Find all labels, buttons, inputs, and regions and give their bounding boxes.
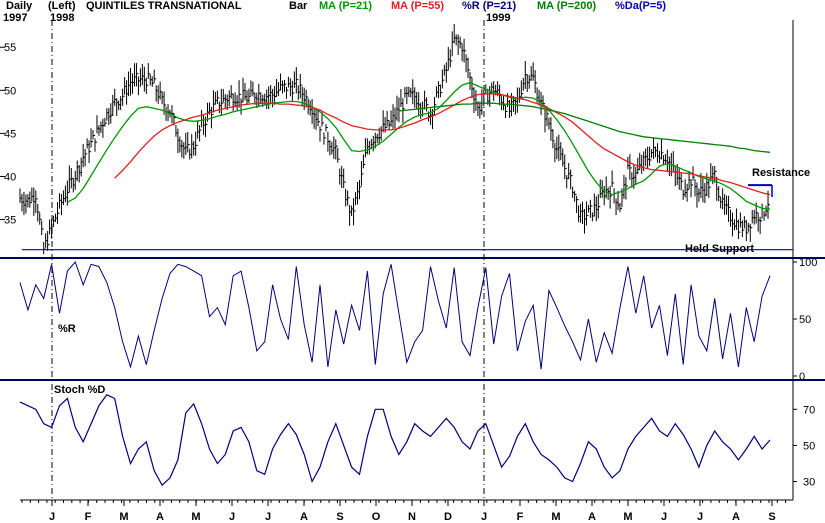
month-tick-label: M [191,511,200,523]
month-tick-label: S [768,511,775,523]
stoch-y-tick-label: 50 [803,440,815,452]
month-tick-label: S [336,511,343,523]
ma55-line [114,93,771,196]
header-start-year: 1997 [3,12,28,24]
price-y-tick-label: 40 [4,171,16,183]
price-y-tick-label: 55 [4,42,16,54]
pctR-y-tick-label: 100 [799,257,817,269]
month-tick-label: F [85,511,92,523]
month-tick-label: J [49,511,55,523]
header-period: Daily [6,0,33,12]
header-scale: (Left) [48,0,76,12]
price-y-tick-label: 50 [4,85,16,97]
legend-ma21: MA (P=21) [319,0,373,12]
legend-pctR: %R (P=21) [462,0,517,12]
month-tick-label: J [265,511,271,523]
month-tick-label: D [444,511,452,523]
stoch-y-tick-label: 70 [803,404,815,416]
stoch-y-tick-label: 30 [803,477,815,489]
chart-title: QUINTILES TRANSNATIONAL [86,0,242,12]
month-tick-label: O [372,511,381,523]
support-label: Held Support [685,243,754,255]
month-tick-label: A [156,511,164,523]
pctR-y-tick-label: 50 [799,314,811,326]
pctR-panel-label: %R [58,323,76,335]
legend-dpct: %Da(P=5) [615,0,667,12]
month-tick-label: J [697,511,703,523]
price-y-tick-label: 45 [4,128,16,140]
month-tick-label: J [229,511,235,523]
month-tick-label: A [588,511,596,523]
pctR-panel [19,261,771,370]
header-start-year2: 1998 [50,12,75,24]
stoch-panel-label: Stoch %D [54,384,105,396]
stoch-line [19,394,771,487]
month-tick-label: A [300,511,308,523]
pctR-line [19,261,771,370]
month-tick-label: F [517,511,524,523]
stoch-panel [19,394,771,487]
month-tick-label: N [408,511,416,523]
pctR-y-tick-label: 0 [799,371,805,383]
resistance-label: Resistance [752,167,810,179]
month-tick-label: J [481,511,487,523]
month-tick-label: M [551,511,560,523]
legend-ma55: MA (P=55) [391,0,445,12]
ma200-line [398,102,771,153]
price-panel [19,24,793,255]
legend-ma200: MA (P=200) [537,0,597,12]
axes: 35 40 45 50 55 0 50 100 30 50 70 J F M A M J J A S O N D J F M A M J… [0,42,817,523]
month-tick-label: M [623,511,632,523]
month-tick-label: A [732,511,740,523]
header-year-1999: 1999 [486,12,511,24]
price-y-tick-label: 35 [4,215,16,227]
month-tick-label: J [661,511,667,523]
month-tick-label: M [119,511,128,523]
legend-bar: Bar [289,0,308,12]
